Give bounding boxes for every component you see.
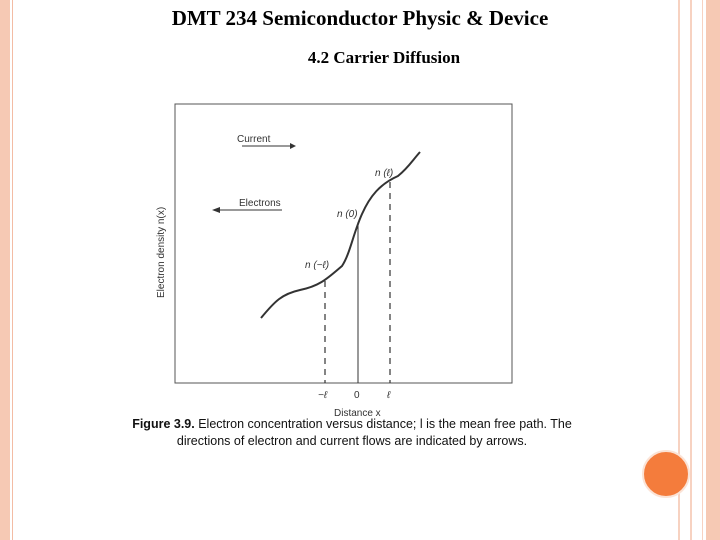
label-n-minus-l: n (−ℓ) [305,260,329,271]
tick-minus-l: −ℓ [318,390,328,401]
right-band-stripe-3 [702,0,703,540]
slide-title: DMT 234 Semiconductor Physic & Device [171,6,549,30]
current-arrowhead [290,143,296,149]
label-n-zero: n (0) [337,209,358,220]
electrons-arrowhead [212,207,220,213]
right-band-stripe-2 [690,0,692,540]
decorative-orange-circle [642,450,690,498]
figure-caption: Figure 3.9. Electron concentration versu… [132,416,572,450]
electron-density-figure: Current Electrons n (ℓ) n (0) n (−ℓ) −ℓ … [156,103,513,416]
tick-plus-l: ℓ [386,390,391,401]
y-axis-label: Electron density n(x) [156,207,167,298]
x-axis-label: Distance x [334,408,381,416]
slide-subtitle: 4.2 Carrier Diffusion [307,48,461,67]
label-n-plus-l: n (ℓ) [375,168,393,179]
left-band-stripe [12,0,13,540]
plot-frame [174,103,513,384]
electrons-label: Electrons [239,198,281,209]
caption-figure-number: Figure 3.9. [132,417,195,431]
right-decorative-band [706,0,720,540]
tick-zero: 0 [354,390,360,401]
current-label: Current [237,134,271,145]
caption-text: Electron concentration versus distance; … [176,417,572,448]
left-band-gap [10,0,12,540]
density-curve [260,151,421,319]
left-decorative-band [0,0,10,540]
right-band-stripe-1 [678,0,680,540]
